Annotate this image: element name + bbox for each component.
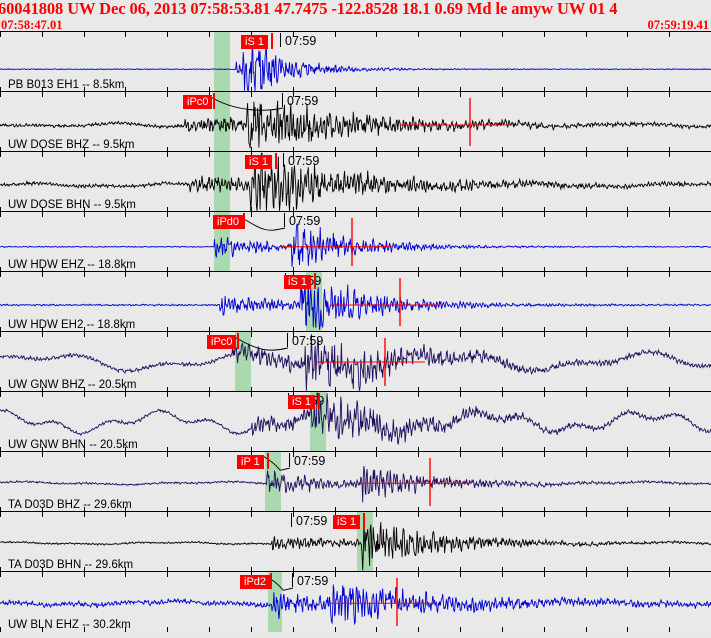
phase-pick-marker[interactable] [243, 213, 245, 229]
waveform-trace [0, 333, 711, 391]
minute-time-label: 07:59 [287, 94, 319, 108]
waveform-trace [0, 40, 711, 92]
highlight-band [235, 332, 251, 392]
phase-pick-marker[interactable] [318, 393, 320, 409]
phase-pick-label[interactable]: iS 1 [288, 395, 315, 409]
phase-pick-marker[interactable] [267, 453, 269, 469]
channel-label[interactable]: UW HDW EH2 -- 18.8km [8, 319, 136, 331]
phase-pick-marker[interactable] [314, 273, 316, 289]
minute-tick-marker [292, 573, 293, 587]
minute-tick-marker [287, 333, 288, 347]
minute-tick-marker [282, 93, 283, 107]
trace-panel[interactable]: iPc0 07:59 UW GNW BHZ -- 20.5km [0, 331, 711, 392]
minute-time-label: 07:59 [285, 34, 317, 48]
channel-label[interactable]: UW DOSE BHZ -- 9.5km [8, 139, 135, 151]
phase-pick-label[interactable]: iPd0 [213, 215, 244, 229]
pick-leader-line [208, 95, 284, 111]
channel-label[interactable]: TA D03D BHN -- 29.6km [8, 559, 134, 571]
phase-pick-marker[interactable] [237, 333, 239, 349]
waveform-trace [0, 279, 711, 330]
waveform-trace [0, 584, 711, 626]
minute-tick-marker [280, 33, 281, 47]
window-end-time: 07:59:19.41 [647, 18, 709, 32]
channel-label[interactable]: TA D03D BHZ -- 29.6km [8, 499, 132, 511]
channel-label[interactable]: PB B013 EH1 -- 8.5km [8, 79, 125, 91]
trace-panel[interactable]: iPd0 07:59 UW HDW EHZ -- 18.8km [0, 211, 711, 272]
phase-pick-label[interactable]: iS 1 [241, 35, 268, 49]
minute-time-label: 07:59 [294, 454, 326, 468]
channel-label[interactable]: UW HDW EHZ -- 18.8km [8, 259, 136, 271]
phase-pick-marker[interactable] [271, 33, 273, 49]
minute-time-label: 07:59 [292, 334, 324, 348]
waveform-trace [0, 522, 711, 571]
trace-panel[interactable]: iS 1 07:59 UW DOSE BHN -- 9.5km [0, 151, 711, 212]
trace-panel[interactable]: iS 1 07:59 TA D03D BHN -- 29.6km [0, 511, 711, 572]
minute-tick-marker [291, 513, 292, 527]
trace-panel[interactable]: iS 1 07:59 PB B013 EH1 -- 8.5km [0, 31, 711, 92]
phase-pick-label[interactable]: iPc0 [183, 95, 213, 109]
phase-pick-marker[interactable] [213, 93, 215, 109]
window-start-time: 07:58:47.01 [1, 18, 63, 32]
minute-time-label: 07:59 [289, 214, 321, 228]
waveform-canvas [0, 212, 711, 272]
waveform-trace [0, 100, 711, 149]
phase-pick-label[interactable]: iS 1 [284, 275, 311, 289]
pick-leader-line [232, 335, 289, 351]
channel-label[interactable]: UW GNW BHZ -- 20.5km [8, 379, 137, 391]
phase-pick-marker[interactable] [363, 513, 365, 529]
event-header: 60041808 UW Dec 06, 2013 07:58:53.81 47.… [0, 0, 711, 32]
channel-label[interactable]: UW GNW BHN -- 20.5km [8, 439, 138, 451]
minute-time-label: 07:59 [296, 514, 328, 528]
highlight-band [214, 92, 230, 152]
waveform-trace [0, 152, 711, 211]
minute-tick-marker [289, 453, 290, 467]
trace-panel[interactable]: iPc0 07:59 UW DOSE BHZ -- 9.5km [0, 91, 711, 152]
phase-pick-label[interactable]: iS 1 [245, 155, 272, 169]
phase-pick-marker[interactable] [275, 153, 277, 169]
waveform-trace [0, 465, 711, 503]
waveform-canvas [0, 392, 711, 452]
phase-pick-label[interactable]: iPd2 [240, 575, 271, 589]
minute-tick-marker [284, 213, 285, 227]
channel-label[interactable]: UW DOSE BHN -- 9.5km [8, 199, 136, 211]
minute-tick-marker [283, 153, 284, 167]
waveform-canvas [0, 32, 711, 92]
minute-time-label: 07:59 [288, 154, 320, 168]
highlight-band [214, 32, 230, 92]
waveform-trace [0, 223, 711, 267]
waveform-trace [0, 392, 711, 445]
trace-panel[interactable]: iPd2 07:59 UW BLN EHZ -- 30.2km [0, 571, 711, 632]
event-summary-line: 60041808 UW Dec 06, 2013 07:58:53.81 47.… [0, 0, 618, 18]
channel-label[interactable]: UW BLN EHZ -- 30.2km [8, 619, 131, 631]
minute-time-label: 07:59 [297, 574, 329, 588]
pick-leader-line [238, 215, 286, 231]
phase-pick-label[interactable]: iPc0 [207, 335, 237, 349]
waveform-canvas [0, 572, 711, 632]
phase-pick-label[interactable]: iS 1 [333, 515, 360, 529]
trace-panel[interactable]: iP 1 07:59 TA D03D BHZ -- 29.6km [0, 451, 711, 512]
phase-pick-marker[interactable] [270, 573, 272, 589]
phase-pick-label[interactable]: iP 1 [237, 455, 264, 469]
